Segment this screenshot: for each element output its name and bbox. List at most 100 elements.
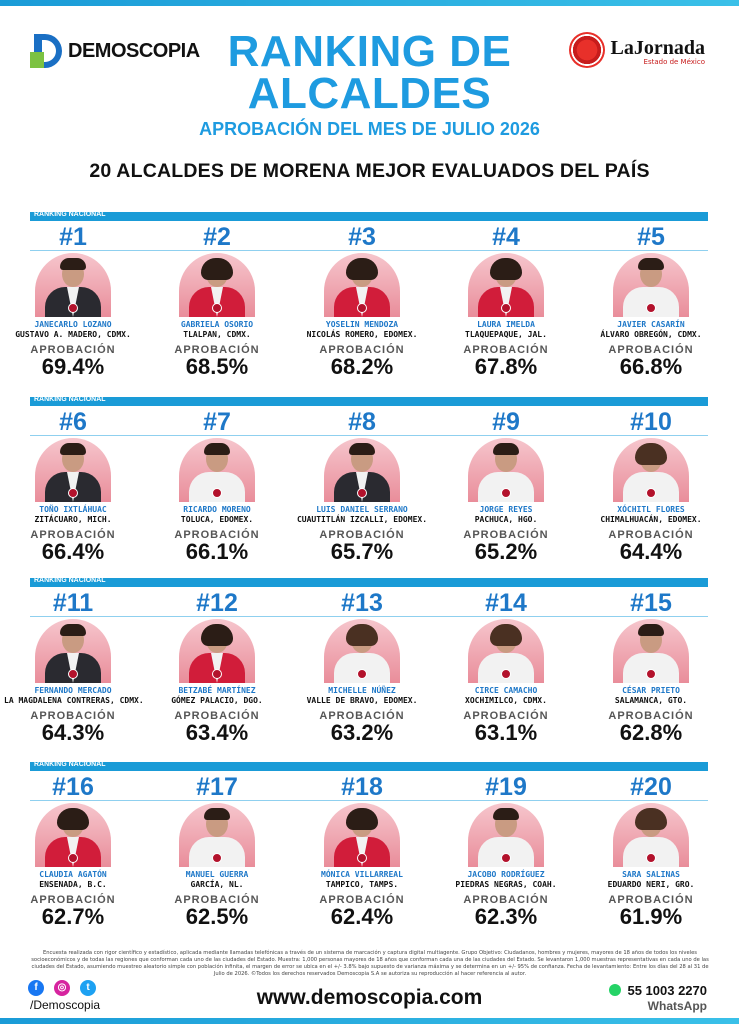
mayor-card: #4 LAURA IMELDA TLAQUEPAQUE, JAL. APROBACIÓ… <box>437 224 575 378</box>
mayor-name: MÓNICA VILLARREAL <box>321 870 403 879</box>
rank-number: #18 <box>341 773 383 801</box>
approval-label: APROBACIÓN <box>30 894 116 906</box>
approval-value: 67.8% <box>474 354 538 379</box>
row-bar-label: RANKING NACIONAL <box>34 761 106 768</box>
rank-number: #10 <box>630 408 672 436</box>
mayor-municipality: CUAUTITLÁN IZCALLI, EDOMEX. <box>296 515 428 524</box>
mayor-photo <box>179 803 255 867</box>
twitter-icon[interactable]: t <box>80 980 96 996</box>
mayor-name: JACOBO RODRÍGUEZ <box>467 870 545 879</box>
row-bar: RANKING NACIONAL <box>30 396 708 406</box>
page-subtitle: APROBACIÓN DEL MES DE JULIO 2026 <box>199 119 540 139</box>
mayor-name: CIRCE CAMACHO <box>474 686 538 695</box>
demoscopia-wordmark: DEMOSCOPIA <box>68 39 200 62</box>
approval-value: 69.4% <box>41 354 105 379</box>
rank-number: #20 <box>630 773 672 801</box>
mayor-photo <box>324 253 400 317</box>
approval-label: APROBACIÓN <box>319 344 405 356</box>
mayor-photo <box>324 619 400 683</box>
rank-number: #8 <box>348 408 376 436</box>
mayor-municipality: TLALPAN, CDMX. <box>183 330 251 339</box>
row-divider <box>30 435 708 436</box>
whatsapp-label: WhatsApp <box>647 999 707 1013</box>
rank-number: #19 <box>485 773 527 801</box>
rank-number: #16 <box>52 773 94 801</box>
approval-label: APROBACIÓN <box>174 894 260 906</box>
social-handle: /Demoscopia <box>30 998 101 1012</box>
mayor-card: #20 SARA SALINAS EDUARDO NERI, GRO. APROBAC… <box>582 774 720 928</box>
mayor-municipality: PACHUCA, HGO. <box>474 515 538 524</box>
mayor-card: #6 TOÑO IXTLÁHUAC ZITÁCUARO, MICH. APROBACI… <box>4 409 142 563</box>
row-bar-label: RANKING NACIONAL <box>34 396 106 403</box>
mayor-municipality: ZITÁCUARO, MICH. <box>34 515 112 524</box>
instagram-icon[interactable]: ◎ <box>54 980 70 996</box>
la-jornada-logo: LaJornada Estado de México <box>568 32 705 68</box>
mayor-name: LUIS DANIEL SERRANO <box>316 505 408 514</box>
mayor-photo <box>179 438 255 502</box>
party-pin-icon <box>68 488 78 498</box>
phone-number: 55 1003 2270 <box>627 983 707 998</box>
approval-value: 63.1% <box>474 720 538 745</box>
party-pin-icon <box>212 303 222 313</box>
party-pin-icon <box>68 303 78 313</box>
mayor-card: #5 JAVIER CASARÍN ÁLVARO OBREGÓN, CDMX. APR… <box>582 224 720 378</box>
mayor-name: MICHELLE NÚÑEZ <box>328 686 396 695</box>
mayor-card: #2 GABRIELA OSORIO TLALPAN, CDMX. APROBACIÓ… <box>148 224 286 378</box>
mayor-name: MANUEL GUERRA <box>185 870 249 879</box>
mayor-name: FERNANDO MERCADO <box>34 686 112 695</box>
mayor-card: #7 RICARDO MORENO TOLUCA, EDOMEX. APROBACIÓ… <box>148 409 286 563</box>
approval-label: APROBACIÓN <box>174 529 260 541</box>
approval-label: APROBACIÓN <box>319 529 405 541</box>
rank-number: #13 <box>341 589 383 617</box>
mayor-municipality: SALAMANCA, GTO. <box>614 696 688 705</box>
page-heading: 20 ALCALDES DE MORENA MEJOR EVALUADOS DE… <box>89 160 650 182</box>
rank-number: #9 <box>492 408 520 436</box>
facebook-icon[interactable]: f <box>28 980 44 996</box>
rank-number: #7 <box>203 408 231 436</box>
approval-label: APROBACIÓN <box>608 529 694 541</box>
approval-value: 66.1% <box>185 539 249 564</box>
mayor-municipality: PIEDRAS NEGRAS, COAH. <box>455 880 557 889</box>
website-link[interactable]: www.demoscopia.com <box>256 986 483 1009</box>
mayor-card: #10 XÓCHITL FLORES CHIMALHUACÁN, EDOMEX. AP… <box>582 409 720 563</box>
mayor-municipality: XOCHIMILCO, CDMX. <box>465 696 547 705</box>
la-jornada-edition: Estado de México <box>643 57 705 66</box>
mayor-photo <box>613 253 689 317</box>
party-pin-icon <box>357 669 367 679</box>
bottom-accent-bar <box>0 1018 739 1024</box>
approval-label: APROBACIÓN <box>174 710 260 722</box>
whatsapp-contact: 55 1003 2270 WhatsApp <box>609 983 707 1013</box>
rank-number: #14 <box>485 589 527 617</box>
approval-value: 68.5% <box>185 354 249 379</box>
row-bar: RANKING NACIONAL <box>30 577 708 587</box>
mayor-card: #11 FERNANDO MERCADO LA MAGDALENA CONTRERA… <box>4 590 144 744</box>
approval-label: APROBACIÓN <box>319 894 405 906</box>
mayor-municipality: ÁLVARO OBREGÓN, CDMX. <box>600 330 702 339</box>
mayor-card: #17 MANUEL GUERRA GARCÍA, NL. APROBACIÓN 62.… <box>148 774 286 928</box>
mayor-municipality: NICOLÁS ROMERO, EDOMEX. <box>306 330 418 339</box>
demoscopia-logo: DEMOSCOPIA <box>30 34 200 68</box>
rank-number: #1 <box>59 223 87 251</box>
party-pin-icon <box>212 669 222 679</box>
mayor-municipality: GÓMEZ PALACIO, DGO. <box>171 696 263 705</box>
whatsapp-icon <box>609 984 622 996</box>
approval-label: APROBACIÓN <box>319 710 405 722</box>
mayor-name: TOÑO IXTLÁHUAC <box>39 505 107 514</box>
rank-number: #6 <box>59 408 87 436</box>
mayor-municipality: TAMPICO, TAMPS. <box>325 880 399 889</box>
mayor-name: XÓCHITL FLORES <box>617 505 685 514</box>
approval-value: 61.9% <box>619 904 683 929</box>
mayor-municipality: EDUARDO NERI, GRO. <box>607 880 695 889</box>
mayor-name: JAVIER CASARÍN <box>617 320 685 329</box>
mayor-name: YOSELIN MENDOZA <box>325 320 399 329</box>
mayor-municipality: GARCÍA, NL. <box>190 880 244 889</box>
party-pin-icon <box>357 488 367 498</box>
mayor-photo <box>35 253 111 317</box>
mayor-municipality: LA MAGDALENA CONTRERAS, CDMX. <box>4 696 144 705</box>
mayor-photo <box>35 619 111 683</box>
row-divider <box>30 800 708 801</box>
mayor-card: #1 JANECARLO LOZANO GUSTAVO A. MADERO, CDM… <box>4 224 142 378</box>
party-pin-icon <box>646 669 656 679</box>
mayor-card: #19 JACOBO RODRÍGUEZ PIEDRAS NEGRAS, COAH.… <box>437 774 575 928</box>
mayor-card: #16 CLAUDIA AGATÓN ENSENADA, B.C. APROBACIÓ… <box>4 774 142 928</box>
